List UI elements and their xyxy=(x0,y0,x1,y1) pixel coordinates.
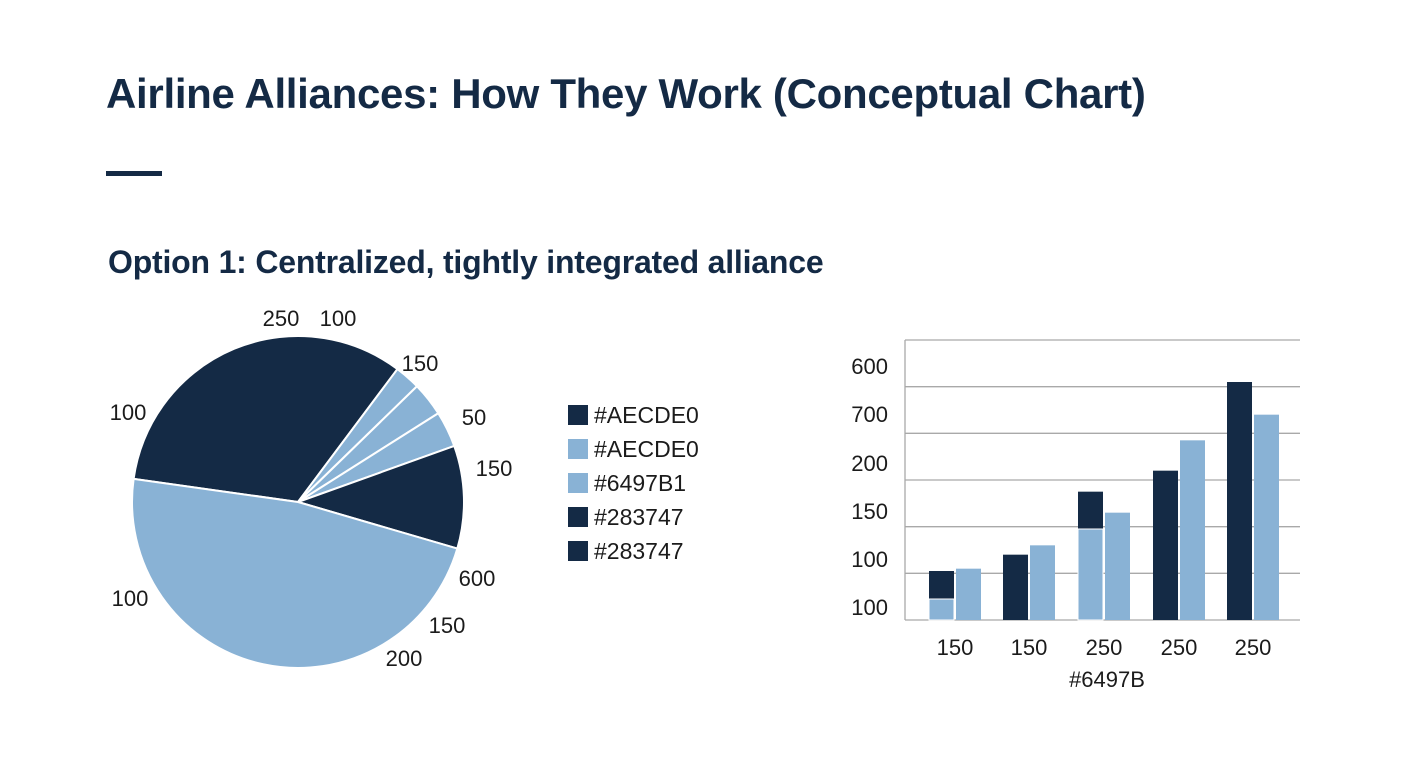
legend-item: #AECDE0 xyxy=(568,398,699,432)
bar-dark-inner-segment xyxy=(928,598,955,621)
legend-swatch xyxy=(568,473,588,493)
legend-item: #AECDE0 xyxy=(568,432,699,466)
bar-x-tick-label: 250 xyxy=(1161,635,1198,660)
bar-light xyxy=(956,568,981,620)
bar-light xyxy=(1254,414,1279,620)
legend-label: #AECDE0 xyxy=(594,435,699,462)
bar-light xyxy=(1180,440,1205,620)
pie-data-label: 150 xyxy=(429,613,466,638)
pie-data-label: 100 xyxy=(110,400,147,425)
bar-dark-inner-segment xyxy=(1077,528,1104,621)
bar-y-tick-label: 200 xyxy=(851,451,888,476)
pie-data-label: 250 xyxy=(263,306,300,331)
pie-slice xyxy=(297,444,465,550)
pie-slice xyxy=(132,335,399,503)
pie-data-label: 150 xyxy=(402,351,439,376)
legend-swatch xyxy=(568,541,588,561)
bar-y-tick-label: 600 xyxy=(851,354,888,379)
bar-dark xyxy=(1003,554,1028,620)
pie-slice xyxy=(131,477,459,669)
chart-title: Airline Alliances: How They Work (Concep… xyxy=(106,70,1146,117)
bar-x-tick-label: 250 xyxy=(1235,635,1272,660)
legend-item: #283747 xyxy=(568,534,699,568)
chart-subtitle: Option 1: Centralized, tightly integrate… xyxy=(108,244,824,280)
legend-swatch xyxy=(568,405,588,425)
legend-item: #283747 xyxy=(568,500,699,534)
bar-y-tick-label: 150 xyxy=(851,499,888,524)
pie-data-label: 100 xyxy=(112,586,149,611)
bar-x-axis-label: #6497B xyxy=(1069,667,1145,692)
pie-data-label: 50 xyxy=(462,405,486,430)
pie-legend: #AECDE0 #AECDE0 #6497B1 #283747 #283747 xyxy=(568,398,699,568)
bar-light xyxy=(1030,545,1055,620)
legend-item: #6497B1 xyxy=(568,466,699,500)
legend-label: #283747 xyxy=(594,503,684,530)
legend-label: #6497B1 xyxy=(594,469,687,496)
bar-dark xyxy=(1153,470,1178,620)
title-accent-rule xyxy=(106,171,162,176)
bar-x-tick-label: 250 xyxy=(1086,635,1123,660)
legend-swatch xyxy=(568,507,588,527)
pie-data-label: 100 xyxy=(320,306,357,331)
pie-data-label: 150 xyxy=(476,456,513,481)
bar-dark xyxy=(1227,382,1252,620)
legend-label: #AECDE0 xyxy=(594,401,699,428)
bar-light xyxy=(1105,512,1130,620)
pie-data-label: 600 xyxy=(459,566,496,591)
pie-data-label: 200 xyxy=(386,646,423,671)
bar-x-tick-label: 150 xyxy=(1011,635,1048,660)
bar-x-tick-label: 150 xyxy=(937,635,974,660)
bar-y-tick-label: 700 xyxy=(851,402,888,427)
legend-label: #283747 xyxy=(594,537,684,564)
bar-y-tick-label: 100 xyxy=(851,595,888,620)
legend-swatch xyxy=(568,439,588,459)
bar-y-tick-label: 100 xyxy=(851,547,888,572)
